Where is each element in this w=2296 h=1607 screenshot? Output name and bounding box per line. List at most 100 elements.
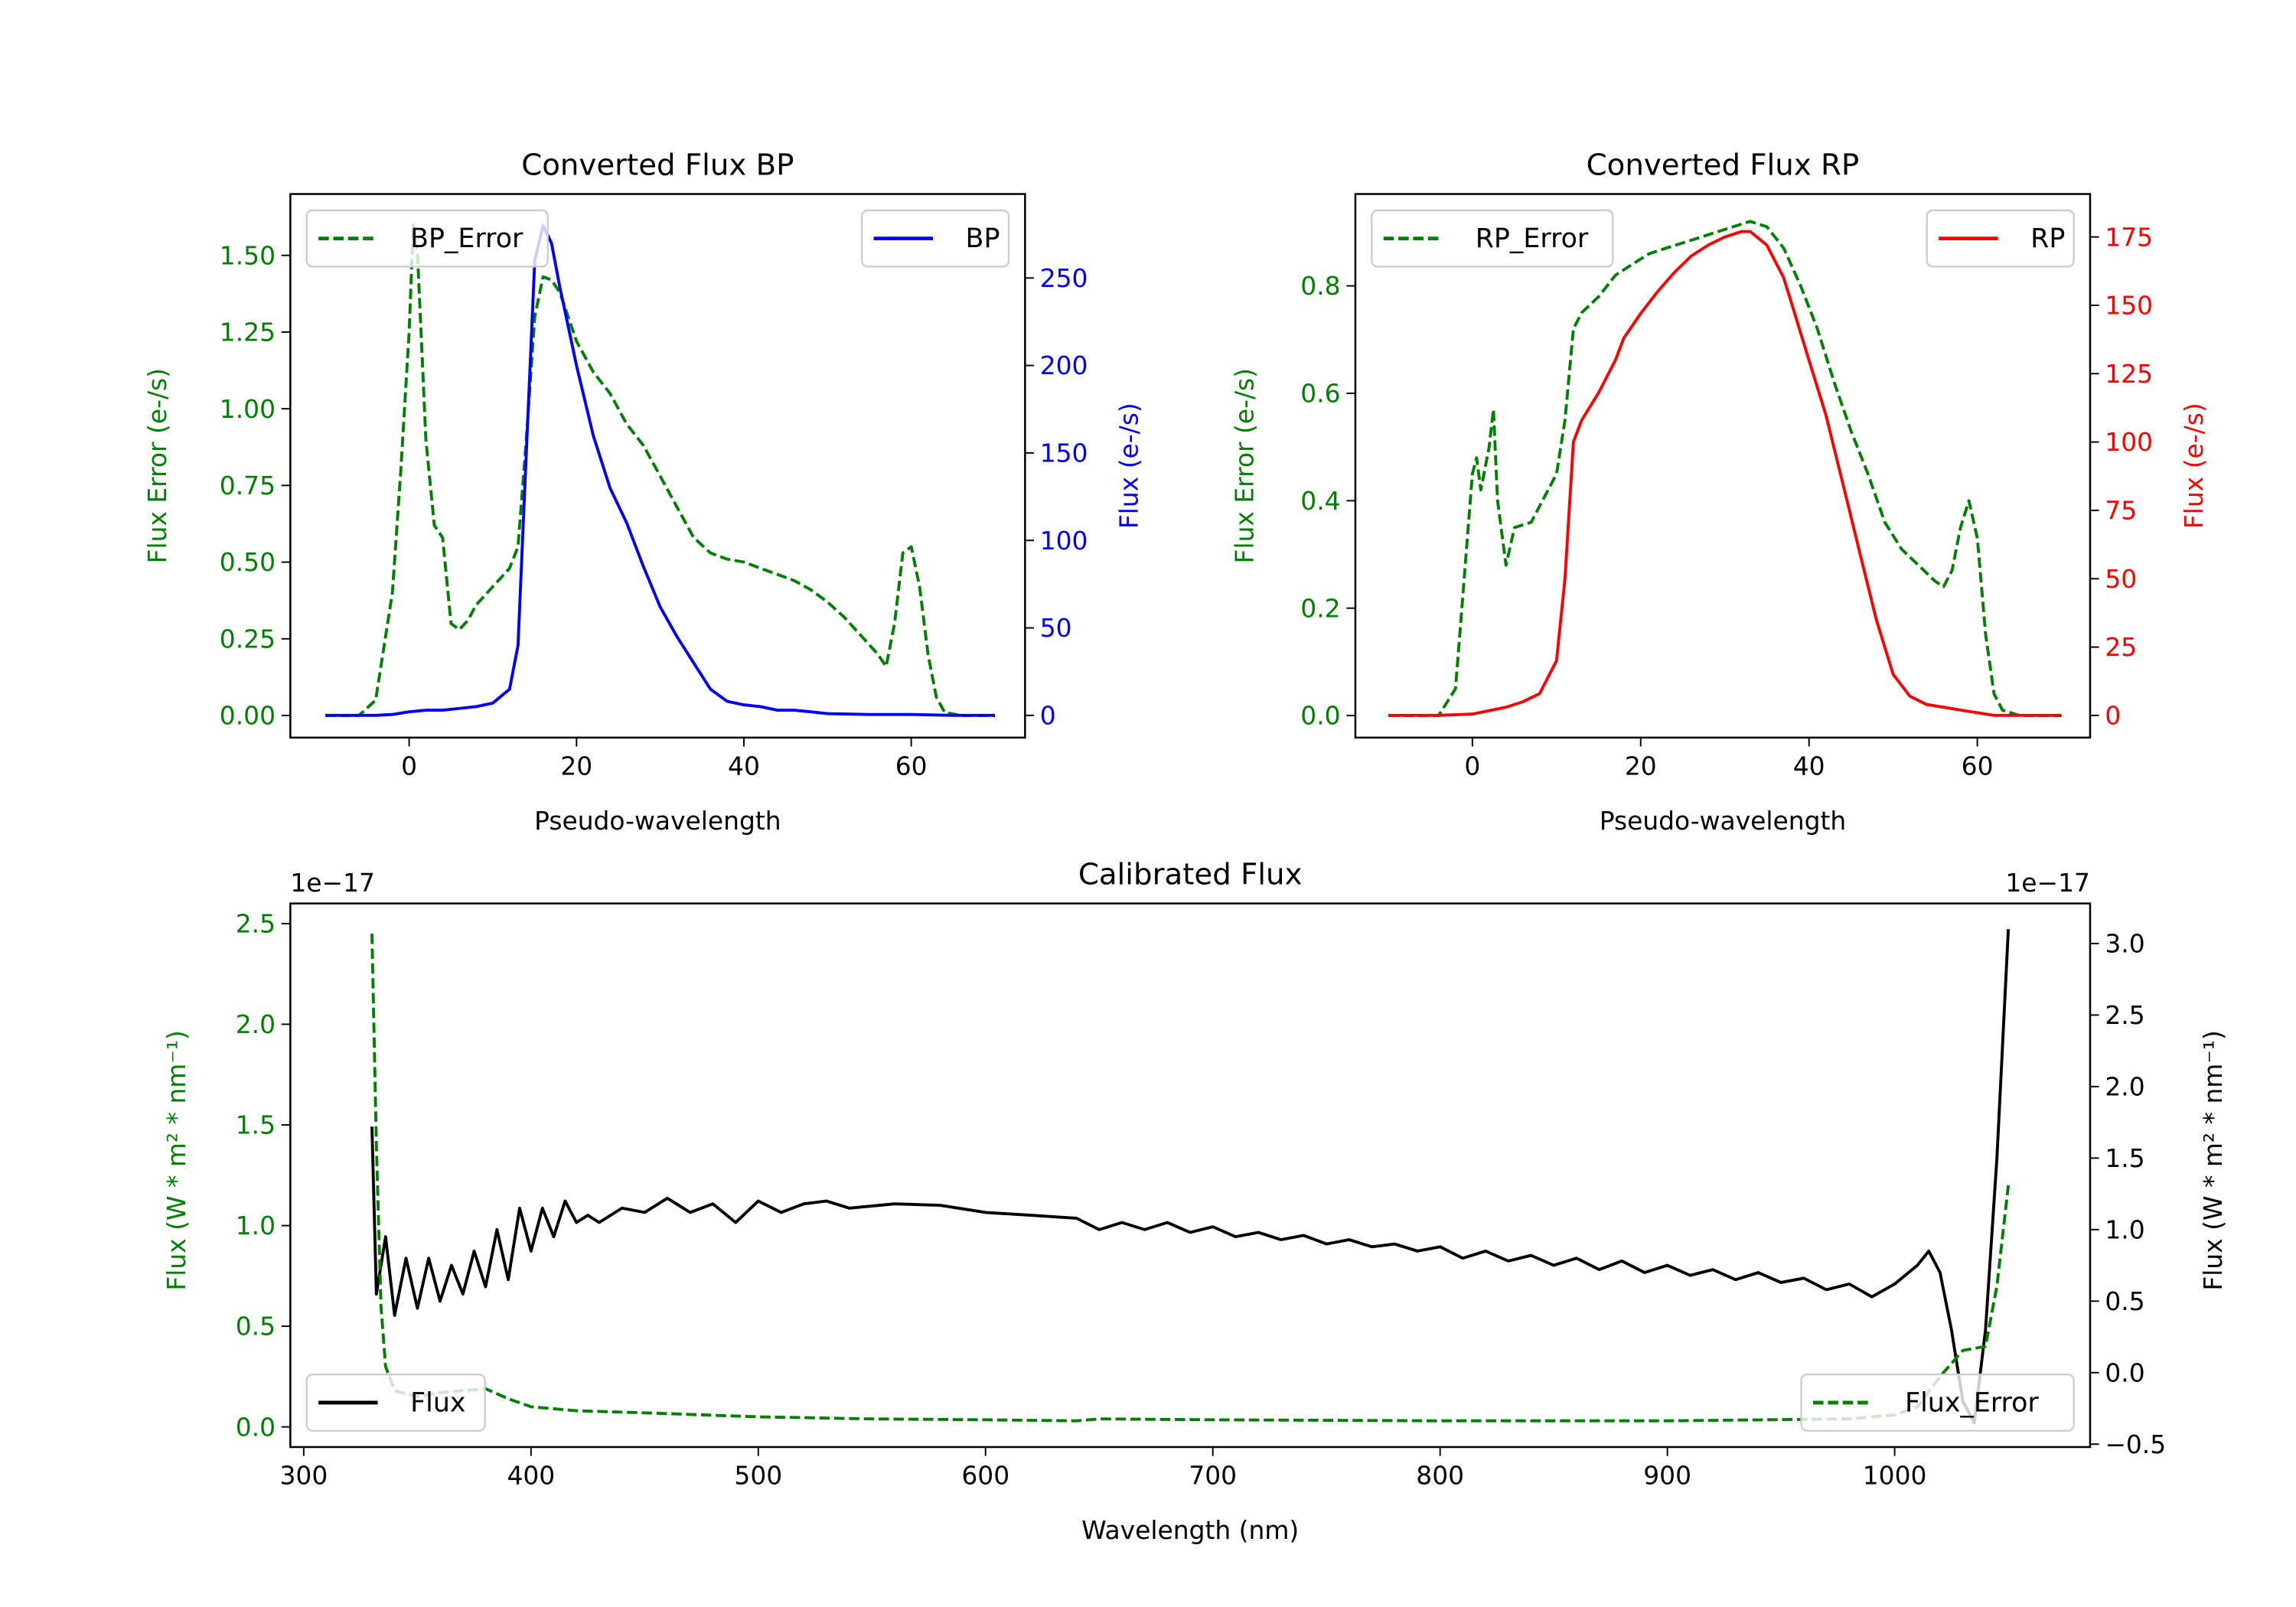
y-left-tick-label: 1.25 [220, 318, 276, 347]
y-right-tick-label: 1.0 [2105, 1214, 2144, 1244]
y-left-tick-label: 0.50 [220, 547, 276, 577]
legend-rp-error: RP_Error [1371, 209, 1614, 268]
chart-title: Calibrated Flux [1078, 857, 1303, 892]
x-tick-label: 20 [1625, 751, 1657, 781]
legend-box [860, 209, 1010, 268]
y-right-tick-label: 0.0 [2105, 1358, 2144, 1387]
panel-converted-flux-bp: Converted Flux BP 0 20 40 60 Pseudo-wavelengt… [142, 148, 1144, 835]
y-left-tick-label: 0.2 [1300, 593, 1340, 623]
y-left-tick-label: 2.0 [236, 1009, 276, 1039]
x-axis-label: Pseudo-wavelength [534, 806, 781, 836]
series-line-flux-error [370, 934, 2011, 1423]
x-tick-label: 500 [734, 1460, 782, 1490]
y-left-tick-label: 0.4 [1300, 486, 1340, 516]
y-left-tick-label: 1.5 [236, 1110, 276, 1140]
legend-label: RP_Error [1476, 223, 1589, 254]
y-right-tick-label: 125 [2105, 359, 2153, 389]
legend-box [305, 1373, 486, 1432]
axes-frame [289, 902, 2092, 1449]
x-tick-label: 600 [961, 1460, 1009, 1490]
y-left-offset-text: 1e−17 [290, 868, 375, 898]
chart-title: Converted Flux BP [521, 148, 794, 182]
panel-converted-flux-rp: Converted Flux RP 0 20 40 60 Pseudo-wavelengt… [1229, 148, 2209, 835]
series-line-flux [370, 929, 2011, 1425]
x-tick-label: 800 [1416, 1460, 1464, 1490]
y-left-axis-label: Flux Error (e-/s) [142, 368, 172, 563]
legend-label: Flux_Error [1905, 1388, 2039, 1419]
y-right-tick-label: 0.5 [2105, 1286, 2144, 1316]
y-right-tick-label: 0 [2105, 701, 2121, 731]
x-tick-label: 0 [401, 751, 417, 781]
legend-flux: Flux [305, 1373, 486, 1432]
y-right-tick-label: 50 [1040, 613, 1072, 643]
x-axis-label: Pseudo-wavelength [1600, 806, 1847, 836]
x-tick-label: 40 [728, 751, 760, 781]
y-left-tick-label: 0.00 [220, 701, 276, 731]
x-tick-label: 0 [1464, 751, 1480, 781]
y-right-tick-label: 3.0 [2105, 929, 2144, 959]
y-left-tick-label: 0.5 [236, 1312, 276, 1341]
x-tick-label: 700 [1189, 1460, 1237, 1490]
y-right-tick-label: 150 [1040, 438, 1088, 468]
y-right-offset-text: 1e−17 [2005, 868, 2090, 898]
y-right-tick-label: 100 [1040, 526, 1088, 556]
legend-label: BP_Error [410, 223, 523, 254]
y-left-tick-label: 1.00 [220, 394, 276, 424]
legend-box [1800, 1373, 2075, 1432]
legend-bp: BP [860, 209, 1010, 268]
legend-box [1926, 209, 2075, 268]
y-right-tick-label: 2.0 [2105, 1072, 2144, 1102]
series-line-rp [1388, 230, 2062, 717]
legend-rp: RP [1926, 209, 2075, 268]
y-right-axis-label: Flux (e-/s) [1114, 403, 1143, 529]
y-right-axis-label: Flux (W * m² * nm⁻¹) [2198, 1030, 2228, 1290]
legend-box [305, 209, 549, 268]
y-left-tick-label: 1.50 [220, 240, 276, 270]
y-right-tick-label: 200 [1040, 350, 1088, 380]
legend-label: Flux [410, 1388, 465, 1419]
y-left-tick-label: 0.0 [1300, 701, 1340, 731]
x-tick-label: 400 [507, 1460, 555, 1490]
y-right-tick-label: 150 [2105, 291, 2153, 321]
panel-calibrated-flux: Calibrated Flux 300 400 500 600 700 800 900 1000… [161, 857, 2228, 1544]
chart-title: Converted Flux RP [1587, 148, 1860, 182]
legend-label: BP [966, 223, 1000, 254]
y-right-tick-label: 175 [2105, 222, 2153, 252]
y-left-tick-label: 2.5 [236, 909, 276, 939]
y-left-tick-label: 0.75 [220, 471, 276, 500]
y-right-axis-label: Flux (e-/s) [2179, 403, 2209, 529]
series-line-bp [325, 223, 996, 717]
y-left-tick-label: 0.6 [1300, 379, 1340, 409]
x-tick-label: 1000 [1863, 1460, 1927, 1490]
y-left-tick-label: 1.0 [236, 1211, 276, 1240]
y-right-tick-label: 75 [2105, 496, 2137, 526]
y-right-tick-label: −0.5 [2105, 1429, 2166, 1459]
y-left-axis-label: Flux Error (e-/s) [1229, 368, 1259, 563]
y-right-tick-label: 1.5 [2105, 1143, 2144, 1173]
y-left-tick-label: 0.8 [1300, 271, 1340, 301]
axes-frame [289, 193, 1026, 739]
legend-box [1371, 209, 1614, 268]
series-line-bp-error [325, 223, 996, 717]
y-right-tick-label: 2.5 [2105, 1000, 2144, 1030]
x-tick-label: 20 [560, 751, 592, 781]
x-tick-label: 900 [1643, 1460, 1691, 1490]
axes-frame [1354, 193, 2092, 739]
y-right-tick-label: 0 [1040, 700, 1056, 730]
x-tick-label: 60 [895, 751, 928, 781]
y-right-tick-label: 50 [2105, 564, 2137, 594]
x-axis-label: Wavelength (nm) [1081, 1515, 1299, 1545]
x-tick-label: 60 [1962, 751, 1994, 781]
legend-flux-error: Flux_Error [1800, 1373, 2075, 1432]
x-tick-label: 300 [279, 1460, 328, 1490]
y-right-tick-label: 25 [2105, 632, 2137, 662]
y-right-tick-label: 100 [2105, 427, 2153, 457]
legend-bp-error: BP_Error [305, 209, 549, 268]
legend-label: RP [2030, 223, 2065, 254]
y-left-axis-label: Flux (W * m² * nm⁻¹) [161, 1030, 191, 1290]
y-left-tick-label: 0.0 [236, 1412, 276, 1442]
y-right-tick-label: 250 [1040, 263, 1088, 293]
x-tick-label: 40 [1793, 751, 1825, 781]
y-left-tick-label: 0.25 [220, 624, 276, 654]
